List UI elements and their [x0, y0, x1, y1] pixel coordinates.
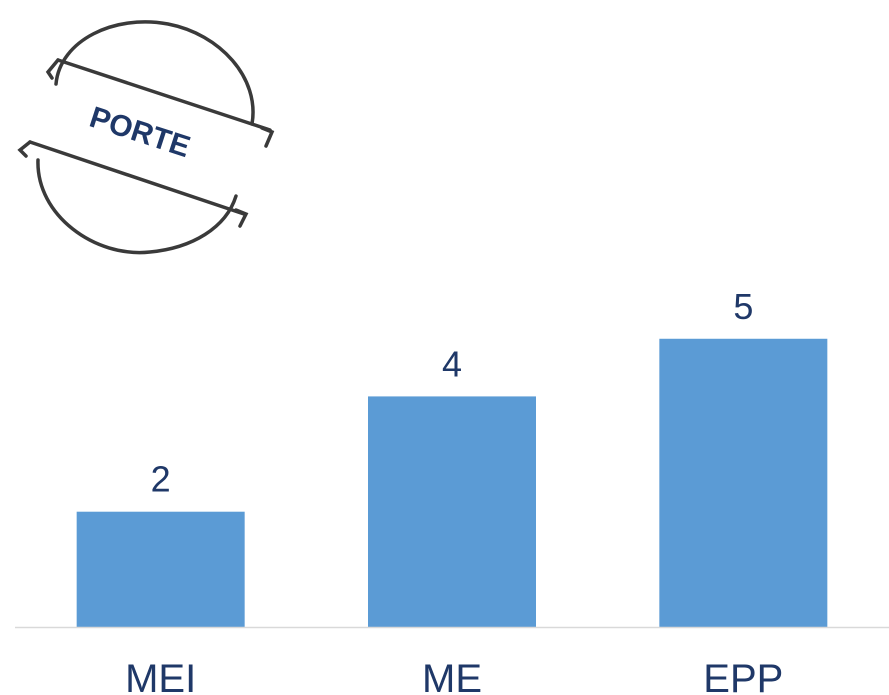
tick-label-me: ME	[422, 657, 482, 695]
stamp-bottom-band-left-end	[17, 140, 32, 158]
stamp-upper-arc	[54, 20, 255, 126]
bar-me	[368, 396, 536, 627]
stamp-bottom-band-right-end	[234, 208, 249, 228]
data-label-epp: 5	[733, 286, 753, 327]
porte-stamp-icon: PORTE	[17, 20, 275, 255]
stamp-lower-arc	[36, 158, 238, 255]
tick-labels-group: MEI ME EPP	[125, 657, 783, 695]
bar-mei	[76, 511, 245, 627]
stamp-top-band-right-end	[260, 126, 275, 148]
data-label-mei: 2	[151, 459, 171, 500]
bars-group	[76, 338, 828, 627]
stamp-top-band-left-end	[45, 58, 60, 80]
data-label-me: 4	[442, 343, 462, 384]
tick-label-epp: EPP	[703, 657, 783, 695]
stamp-bottom-band	[28, 140, 246, 216]
tick-label-mei: MEI	[125, 657, 196, 695]
stamp-top-band	[56, 58, 272, 132]
data-labels-group: 2 4 5	[151, 286, 754, 500]
bar-epp	[659, 338, 828, 627]
